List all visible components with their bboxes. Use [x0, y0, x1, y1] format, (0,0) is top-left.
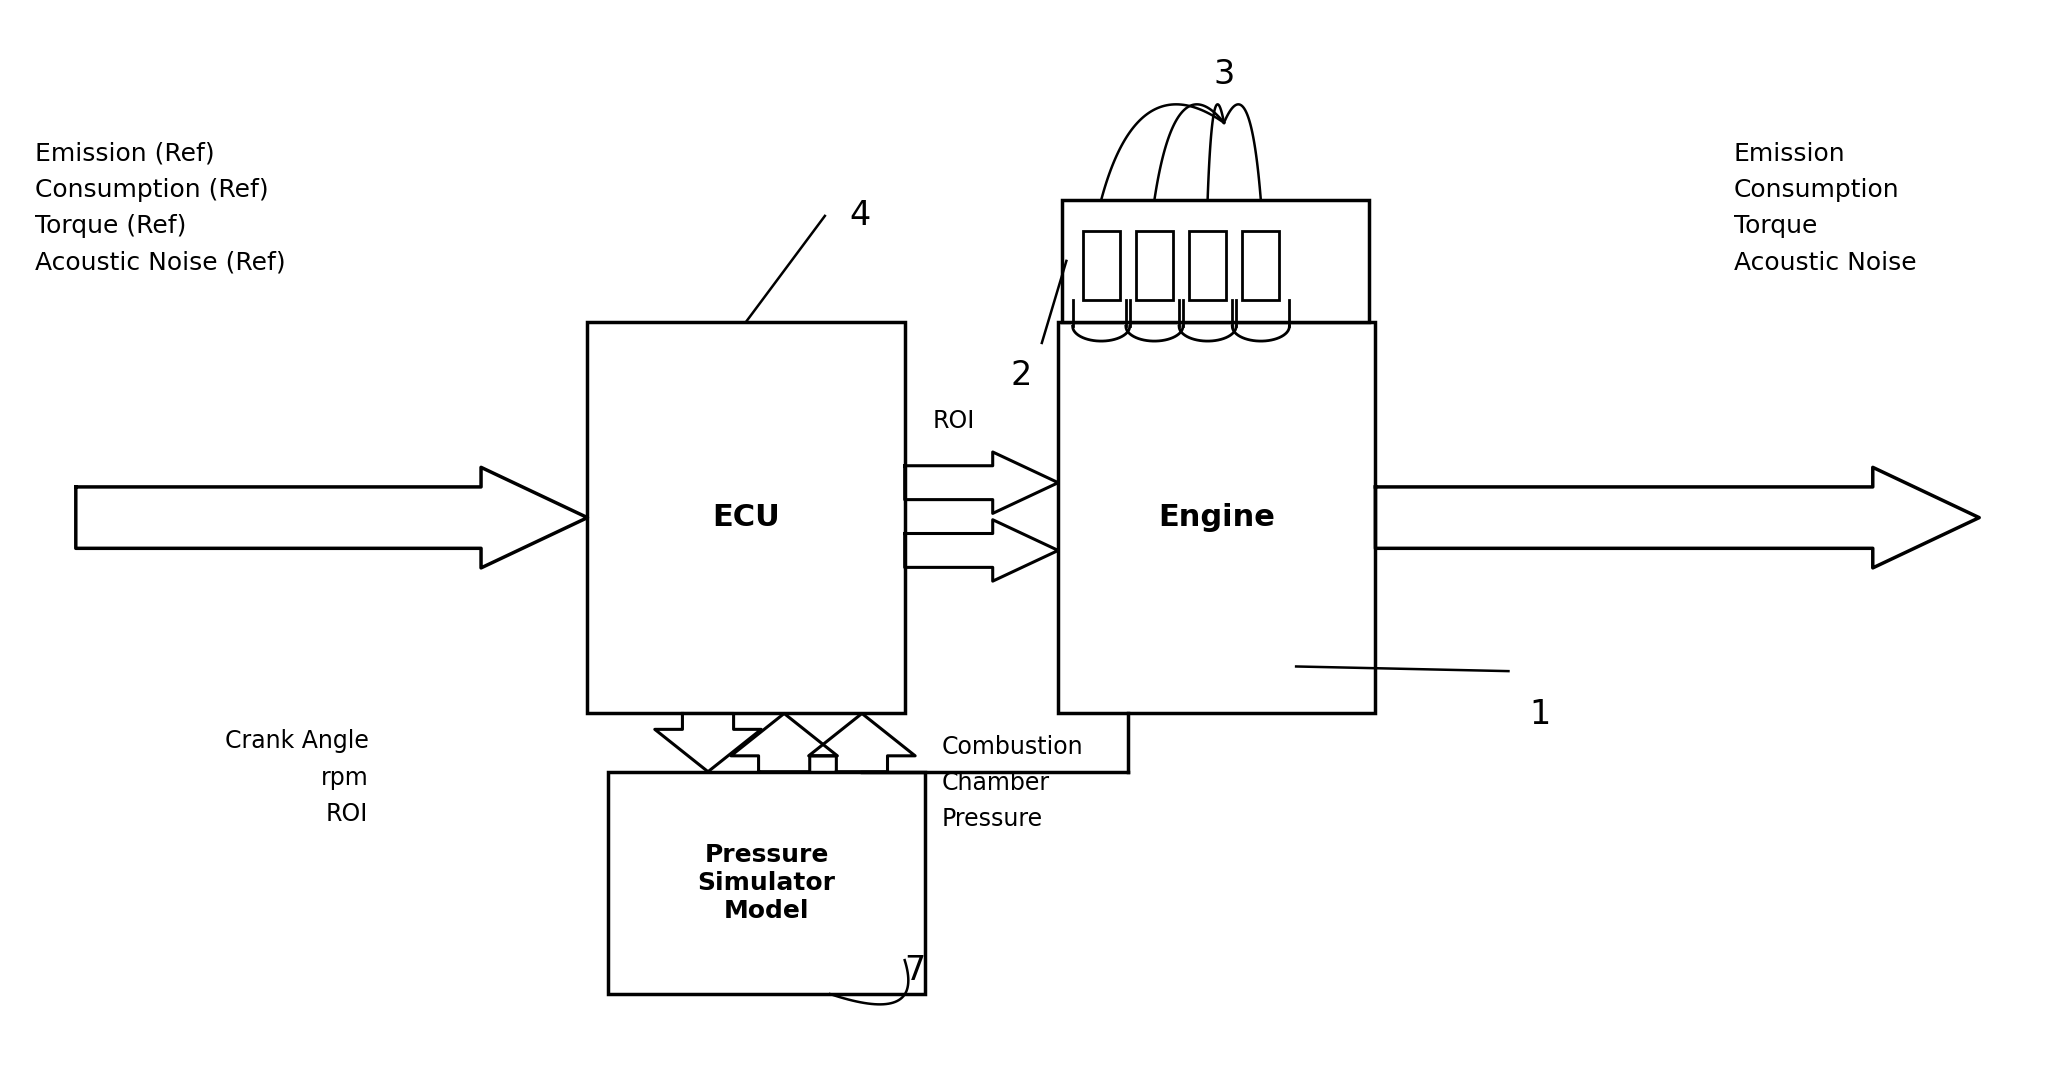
Polygon shape — [904, 452, 1058, 513]
Bar — [608, 771, 925, 994]
Bar — [1083, 232, 1120, 300]
Text: 7: 7 — [904, 954, 927, 987]
Bar — [1243, 232, 1280, 300]
Bar — [1190, 232, 1227, 300]
Text: Emission (Ref)
Consumption (Ref)
Torque (Ref)
Acoustic Noise (Ref): Emission (Ref) Consumption (Ref) Torque … — [35, 142, 286, 275]
Text: 4: 4 — [849, 200, 871, 233]
Text: Combustion
Chamber
Pressure: Combustion Chamber Pressure — [941, 735, 1083, 831]
Text: ROI: ROI — [933, 409, 974, 433]
Bar — [1136, 232, 1173, 300]
Polygon shape — [732, 714, 836, 771]
Bar — [588, 322, 904, 714]
Bar — [1058, 322, 1375, 714]
Text: Engine: Engine — [1159, 504, 1276, 532]
Polygon shape — [810, 714, 914, 771]
Polygon shape — [904, 520, 1058, 582]
Text: 2: 2 — [1011, 359, 1032, 392]
Polygon shape — [656, 714, 760, 771]
Text: 1: 1 — [1529, 698, 1549, 731]
Text: Emission
Consumption
Torque
Acoustic Noise: Emission Consumption Torque Acoustic Noi… — [1734, 142, 1915, 275]
Text: 3: 3 — [1212, 58, 1235, 91]
Text: ECU: ECU — [713, 504, 781, 532]
Polygon shape — [1375, 467, 1979, 568]
Text: Crank Angle
rpm
ROI: Crank Angle rpm ROI — [224, 730, 368, 826]
Polygon shape — [76, 467, 588, 568]
Text: Pressure
Simulator
Model: Pressure Simulator Model — [697, 843, 836, 923]
Bar — [1062, 200, 1369, 322]
